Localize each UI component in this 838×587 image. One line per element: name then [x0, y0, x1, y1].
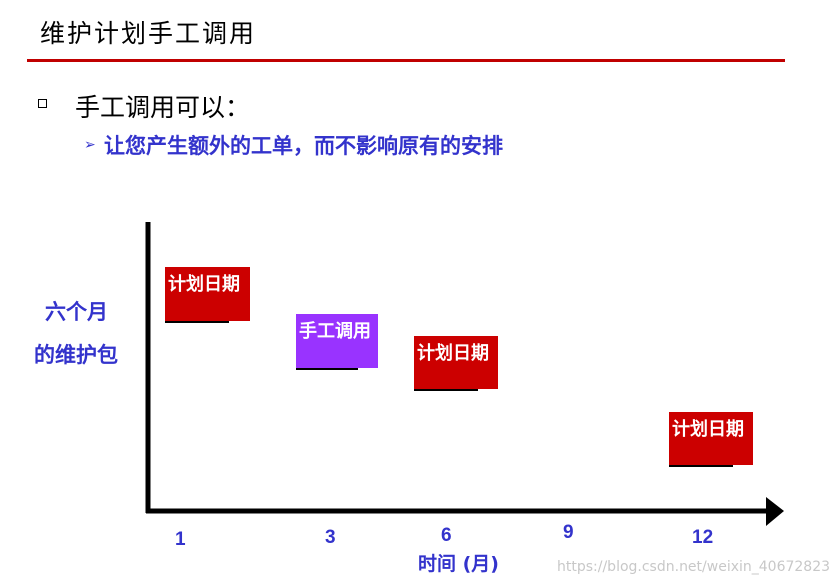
schedule-box-2-underline — [414, 389, 478, 391]
title-divider — [27, 59, 785, 62]
y-axis-label-line2: 的维护包 — [34, 343, 118, 367]
bullet-text: 手工调用可以： — [75, 93, 251, 122]
square-bullet-icon — [38, 99, 47, 108]
page-title: 维护计划手工调用 — [40, 19, 257, 48]
x-tick-3: 3 — [325, 527, 336, 548]
y-axis-label-line1: 六个月 — [45, 300, 108, 324]
sub-bullet-text: 让您产生额外的工单，而不影响原有的安排 — [104, 134, 503, 158]
manual-call-box: 手工调用 — [296, 314, 378, 368]
schedule-box-3-underline — [669, 465, 733, 467]
watermark: https://blog.csdn.net/weixin_40672823 — [557, 559, 831, 575]
x-axis-arrowhead — [766, 497, 784, 526]
x-tick-1: 1 — [175, 529, 186, 550]
schedule-box-3: 计划日期 — [669, 412, 753, 465]
arrow-bullet-icon: ➢ — [84, 137, 96, 153]
schedule-box-2: 计划日期 — [414, 336, 498, 389]
schedule-box-1-underline — [165, 321, 229, 323]
x-axis-label: 时间 (月) — [418, 553, 499, 575]
schedule-box-1: 计划日期 — [165, 267, 250, 321]
x-tick-9: 9 — [563, 522, 574, 543]
manual-call-box-underline — [296, 368, 358, 370]
x-tick-12: 12 — [692, 527, 714, 548]
x-tick-6: 6 — [441, 525, 452, 546]
